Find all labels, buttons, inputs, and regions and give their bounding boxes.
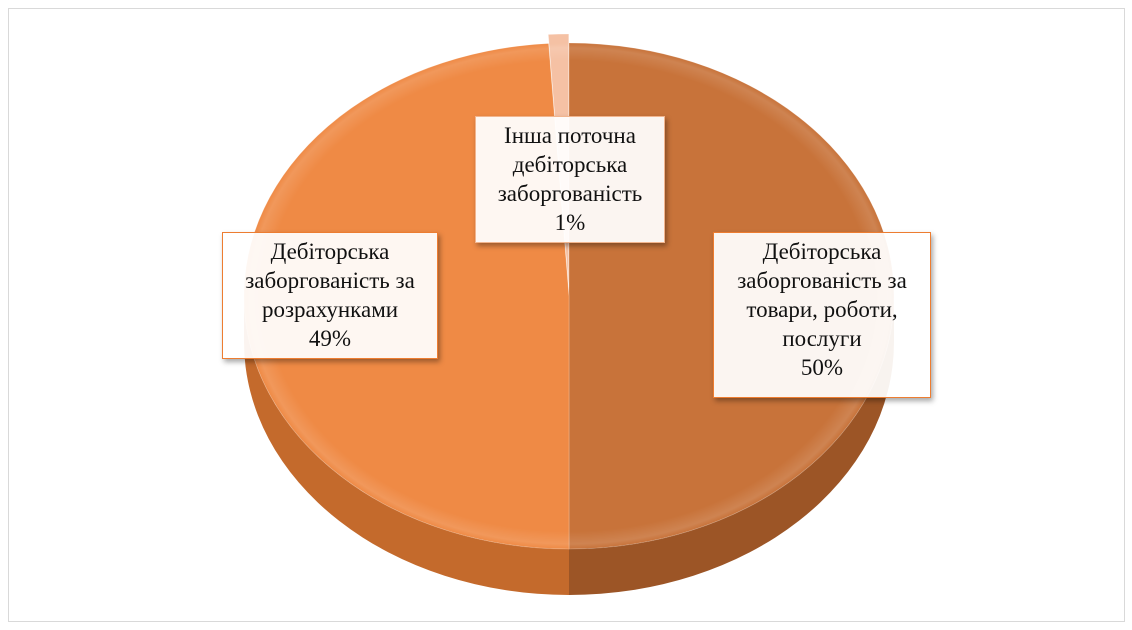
data-label-percent: 1% <box>554 210 586 235</box>
data-label-percent: 49% <box>308 326 352 351</box>
data-label-settlements-receivables: Дебіторська заборгованість за розрахунка… <box>222 232 438 359</box>
data-label-other-receivables: Інша поточна дебіторська заборгованість … <box>475 116 665 243</box>
data-label-goods-services-receivables: Дебіторська заборгованість за товари, ро… <box>713 232 931 398</box>
data-label-category: Дебіторська заборгованість за товари, ро… <box>737 239 907 351</box>
data-label-category: Інша поточна дебіторська заборгованість <box>497 123 643 206</box>
data-label-category: Дебіторська заборгованість за розрахунка… <box>245 239 415 322</box>
data-label-percent: 50% <box>800 355 844 380</box>
